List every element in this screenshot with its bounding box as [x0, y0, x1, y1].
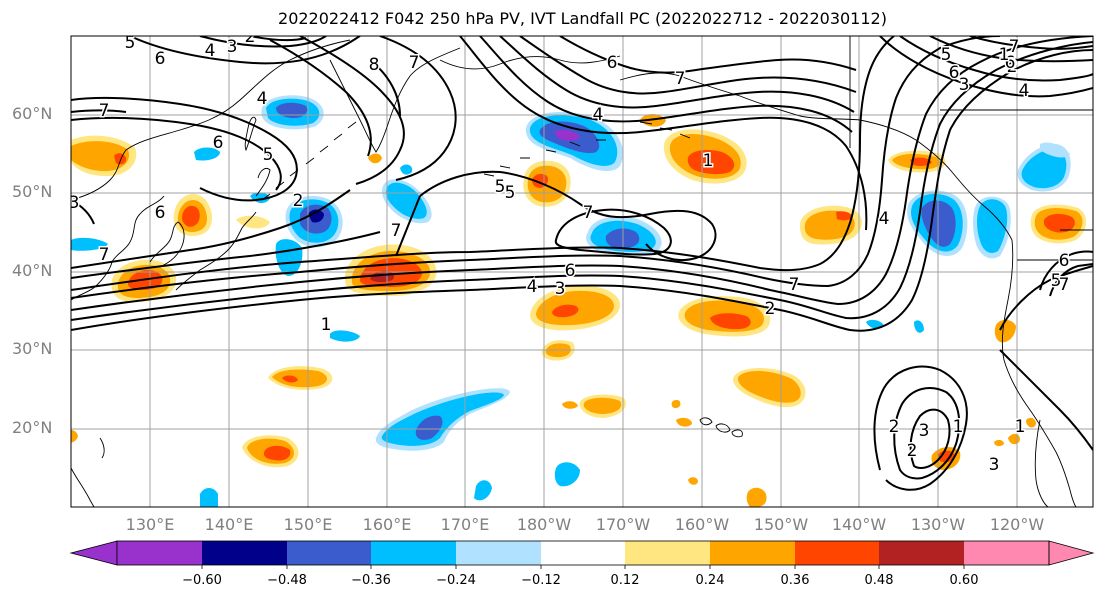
lat-label-60n: 60°N [12, 104, 53, 123]
colorbar-tick-label: −0.48 [267, 573, 307, 588]
colorbar [69, 540, 1095, 569]
colorbar-segment-1 [117, 541, 202, 565]
contour-label: 3 [555, 279, 566, 299]
colorbar-segment-4 [371, 541, 456, 565]
contour-label: 5 [495, 177, 506, 197]
contour-label: 7 [409, 53, 420, 73]
colorbar-tick-label: −0.60 [182, 573, 222, 588]
colorbar-tick-label: 0.12 [610, 573, 640, 588]
contour-label: 3 [959, 75, 970, 95]
contour-label: 5 [263, 145, 274, 165]
lat-label-40n: 40°N [12, 261, 53, 280]
lon-label-130w: 130°W [910, 515, 966, 534]
contour-label: 2 [907, 441, 918, 461]
contour-label: 6 [1059, 251, 1070, 271]
contour-label: 6 [607, 53, 618, 73]
contour-label: 6 [155, 49, 166, 69]
colorbar-tick-label: −0.36 [351, 573, 391, 588]
contour-label: 3 [919, 421, 930, 441]
coastlines [71, 36, 1093, 507]
contour-label: 1 [1015, 417, 1026, 437]
colorbar-tick-label: 0.48 [864, 573, 894, 588]
contour-label: 6 [1005, 53, 1016, 73]
colorbar-segment-10 [879, 541, 964, 565]
contour-label: 5 [125, 33, 136, 53]
colorbar-segment-9 [795, 541, 879, 565]
contour-label: 2 [1007, 57, 1018, 77]
colorbar-segment-8 [710, 541, 795, 565]
contour-label: 7 [583, 203, 594, 223]
contour-label: 7 [99, 245, 110, 265]
lon-label-170w: 170°W [595, 515, 651, 534]
contour-label: 6 [565, 261, 576, 281]
contour-label: 4 [879, 209, 890, 229]
contour-label: 1 [953, 417, 964, 437]
contour-label: 7 [1059, 275, 1070, 295]
contour-label: 7 [1009, 37, 1020, 57]
lat-label-30n: 30°N [12, 339, 53, 358]
contour-label: 3 [69, 193, 80, 213]
map-title: 2022022412 F042 250 hPa PV, IVT Landfall… [278, 9, 887, 28]
contour-label: 2 [765, 299, 776, 319]
colorbar-extend-left [69, 540, 118, 566]
lon-label-150e: 150°E [283, 515, 333, 534]
contour-label: 7 [789, 275, 800, 295]
colorbar-segment-6 [541, 541, 625, 565]
lon-label-150w: 150°W [753, 515, 809, 534]
contour-label: 1 [703, 151, 714, 171]
lon-label-170e: 170°E [440, 515, 490, 534]
colorbar-segment-2 [202, 541, 287, 565]
contour-label: 7 [675, 69, 686, 89]
contour-label: 4 [257, 89, 268, 109]
contour-label: 2 [245, 27, 256, 47]
contour-label: 6 [213, 133, 224, 153]
contour-label: 5 [505, 183, 516, 203]
contour-label: 4 [527, 277, 538, 297]
lon-label-130e: 130°E [125, 515, 175, 534]
contour-label: 7 [413, 17, 424, 37]
contour-label: 3 [989, 455, 1000, 475]
contour-label: 2 [293, 191, 304, 211]
lon-label-120w: 120°W [989, 515, 1045, 534]
contour-label: 8 [369, 55, 380, 75]
contour-label: 4 [593, 105, 604, 125]
colorbar-outline [116, 540, 1050, 566]
colorbar-extend-right [1048, 540, 1095, 566]
lon-label-140e: 140°E [204, 515, 254, 534]
colorbar-tick-label: −0.12 [521, 573, 561, 588]
contour-label: 3 [227, 37, 238, 57]
lon-label-160w: 160°W [674, 515, 730, 534]
lon-label-140w: 140°W [831, 515, 887, 534]
contour-label: 2 [889, 417, 900, 437]
colorbar-tick-label: 0.36 [780, 573, 810, 588]
contour-label: 1 [999, 45, 1010, 65]
colorbar-tick-label: −0.24 [436, 573, 476, 588]
contour-label: 4 [205, 41, 216, 61]
colorbar-segment-11 [964, 541, 1049, 565]
contour-label: 5 [941, 45, 952, 65]
colorbar-segment-7 [625, 541, 710, 565]
lat-label-20n: 20°N [12, 418, 53, 437]
contour-label: 6 [949, 63, 960, 83]
contour-label: 1 [321, 315, 332, 335]
contour-label: 7 [99, 101, 110, 121]
contour-label: 6 [155, 203, 166, 223]
ivt-contours [71, 36, 1093, 491]
colorbar-tick-label: 0.60 [949, 573, 979, 588]
lon-label-160e: 160°E [362, 515, 412, 534]
contour-label: 4 [1019, 81, 1030, 101]
colorbar-segment-3 [287, 541, 371, 565]
contour-label: 7 [391, 221, 402, 241]
contour-label: 5 [1051, 271, 1062, 291]
pv-negative-anomalies [71, 95, 1071, 507]
colorbar-segment-5 [456, 541, 541, 565]
map-frame [70, 35, 1094, 508]
colorbar-tick-label: 0.24 [695, 573, 725, 588]
lon-label-180w: 180°W [516, 515, 572, 534]
lat-label-50n: 50°N [12, 182, 53, 201]
